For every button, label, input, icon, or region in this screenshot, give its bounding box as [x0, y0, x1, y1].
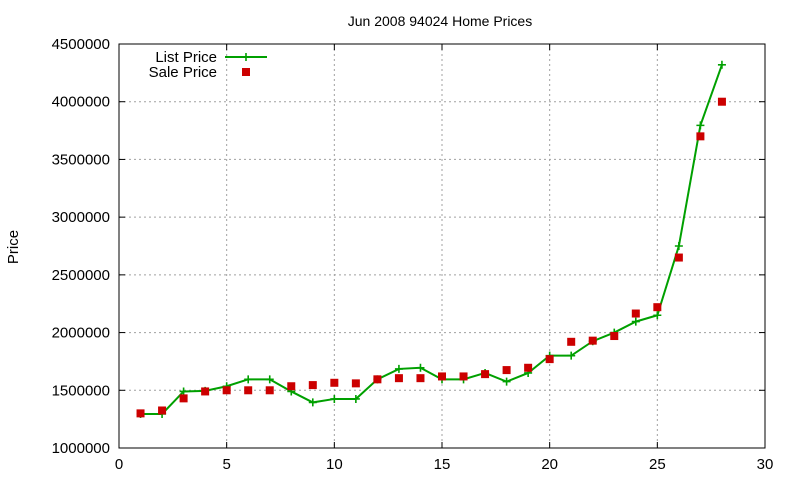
data-point-sale-price [351, 379, 360, 388]
data-point-sale-price [653, 303, 662, 312]
data-point-list-price [244, 375, 253, 384]
y-tick-label: 3500000 [52, 151, 110, 168]
x-tick-label: 25 [649, 456, 666, 473]
data-point-list-price [567, 351, 576, 360]
data-point-list-price [416, 363, 425, 372]
data-point-sale-price [394, 374, 403, 383]
y-axis-label: Price [5, 230, 22, 264]
data-point-list-price [308, 398, 317, 407]
grid-lines [119, 44, 765, 448]
data-point-sale-price [222, 386, 231, 395]
y-tick-label: 1500000 [52, 382, 110, 399]
data-point-sale-price [588, 336, 597, 345]
data-point-sale-price [416, 374, 425, 383]
data-point-list-price [330, 394, 339, 403]
data-point-sale-price [567, 337, 576, 346]
x-tick-label: 5 [222, 456, 230, 473]
data-point-sale-price [136, 409, 145, 418]
data-point-sale-price [717, 97, 726, 106]
y-tick-label: 2000000 [52, 325, 110, 342]
data-point-list-price [696, 121, 705, 130]
y-tick-label: 1000000 [52, 440, 110, 457]
series-layer [136, 60, 726, 418]
legend-label-list-price: List Price [155, 49, 217, 66]
data-point-list-price [653, 311, 662, 320]
y-tick-label: 3000000 [52, 209, 110, 226]
data-point-sale-price [610, 332, 619, 341]
data-point-sale-price [502, 366, 511, 375]
y-tick-label: 4000000 [52, 94, 110, 111]
data-point-sale-price [459, 372, 468, 381]
y-tick-label: 2500000 [52, 267, 110, 284]
data-point-sale-price [631, 309, 640, 318]
data-point-sale-price [179, 394, 188, 403]
data-point-list-price [265, 375, 274, 384]
x-tick-label: 30 [757, 456, 774, 473]
axis-ticks: 0 5 10 15 20 25 30 1000000 1500000 2000000 2500000… [52, 36, 774, 473]
x-tick-label: 15 [434, 456, 451, 473]
data-point-list-price [179, 387, 188, 396]
chart-title: Jun 2008 94024 Home Prices [348, 13, 532, 29]
legend-marker-list-price [242, 53, 250, 61]
x-tick-label: 0 [115, 456, 123, 473]
legend-marker-sale-price [242, 68, 250, 76]
data-point-list-price [351, 394, 360, 403]
data-point-list-price [674, 242, 683, 250]
data-point-list-price [394, 364, 403, 373]
data-point-sale-price [438, 372, 446, 381]
data-point-sale-price [674, 253, 683, 262]
data-point-sale-price [308, 381, 317, 390]
data-point-list-price [717, 60, 726, 69]
data-point-sale-price [158, 406, 167, 415]
y-tick-label: 4500000 [52, 36, 110, 53]
data-point-sale-price [545, 355, 554, 364]
data-point-sale-price [244, 386, 253, 395]
series-line-list-price [140, 64, 723, 415]
data-point-sale-price [524, 363, 533, 372]
legend-label-sale-price: Sale Price [149, 64, 217, 81]
data-point-sale-price [696, 132, 705, 141]
data-point-sale-price [373, 375, 382, 384]
data-point-sale-price [330, 378, 339, 387]
data-point-sale-price [265, 386, 274, 395]
x-tick-label: 20 [541, 456, 558, 473]
x-tick-label: 10 [326, 456, 343, 473]
data-point-sale-price [287, 382, 296, 391]
data-point-sale-price [481, 370, 490, 379]
data-point-list-price [631, 317, 640, 326]
data-point-sale-price [201, 387, 210, 396]
data-point-list-price [502, 377, 511, 386]
